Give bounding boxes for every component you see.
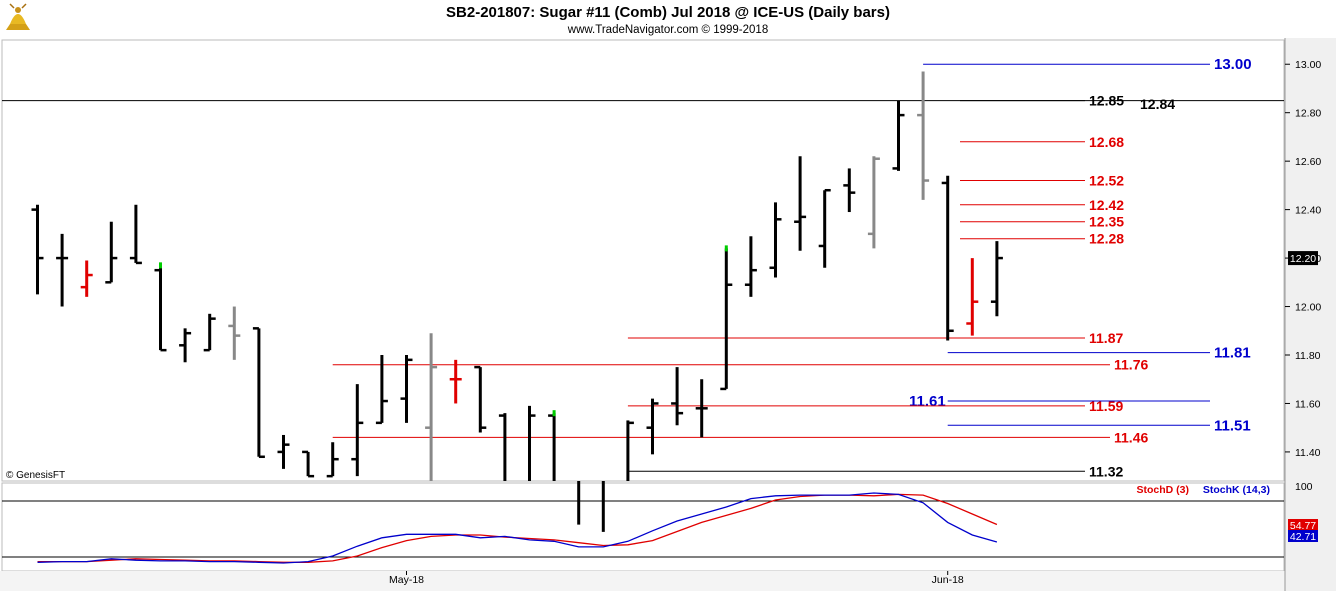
y-tick-label: 12.80 [1295, 108, 1321, 120]
y-tick-label: 12.60 [1295, 156, 1321, 168]
price-axis [1285, 38, 1336, 591]
last-price-box [1288, 251, 1318, 266]
x-tick-label: May-18 [389, 574, 424, 586]
level-label: 11.59 [1089, 398, 1123, 414]
y-tick-label: 11.60 [1295, 398, 1321, 410]
level-label: 12.35 [1089, 214, 1124, 230]
time-axis [0, 571, 1285, 591]
osc-last-box [1288, 519, 1318, 531]
stochk-legend: StochK (14,3) [1203, 484, 1270, 496]
chart-subtitle: www.TradeNavigator.com © 1999-2018 [567, 24, 768, 36]
x-tick-label: Jun-18 [932, 574, 964, 586]
level-label: 11.32 [1089, 463, 1123, 479]
y-tick-label: 12.40 [1295, 205, 1321, 217]
level-label: 12.52 [1089, 173, 1124, 189]
level-label: 11.46 [1114, 429, 1148, 445]
osc-last-box [1288, 530, 1318, 542]
level-label: 12.42 [1089, 197, 1124, 213]
gold-bull-logo-icon [6, 3, 30, 30]
watermark: © GenesisFT [6, 470, 65, 481]
y-tick-label: 12.00 [1295, 302, 1321, 314]
level-label: 12.28 [1089, 231, 1124, 247]
level-label: 13.00 [1214, 56, 1252, 73]
osc-last-label: 54.77 [1290, 520, 1316, 532]
stochk-line [37, 492, 998, 564]
y-tick-label: 13.00 [1295, 59, 1321, 71]
level-label: 12.85 [1089, 93, 1124, 109]
price-panel [1, 39, 1285, 482]
osc-tick-label: 100 [1295, 481, 1313, 493]
chart-title: SB2-201807: Sugar #11 (Comb) Jul 2018 @ … [446, 4, 890, 21]
y-tick-label: 11.80 [1295, 350, 1321, 362]
level-label: 11.61 [909, 393, 946, 410]
y-tick-label: 11.40 [1295, 447, 1321, 459]
header-bar [0, 0, 1336, 38]
last-price-label: 12.20 [1290, 253, 1316, 265]
level-label: 12.84 [1140, 96, 1175, 112]
level-label: 12.68 [1089, 134, 1124, 150]
level-label: 11.51 [1214, 417, 1251, 434]
osc-last-label: 42.71 [1290, 531, 1316, 543]
stochd-legend: StochD (3) [1137, 484, 1190, 496]
level-label: 11.81 [1214, 345, 1251, 362]
level-label: 11.87 [1089, 330, 1123, 346]
oscillator-panel [1, 482, 1285, 572]
level-label: 11.76 [1114, 357, 1148, 373]
